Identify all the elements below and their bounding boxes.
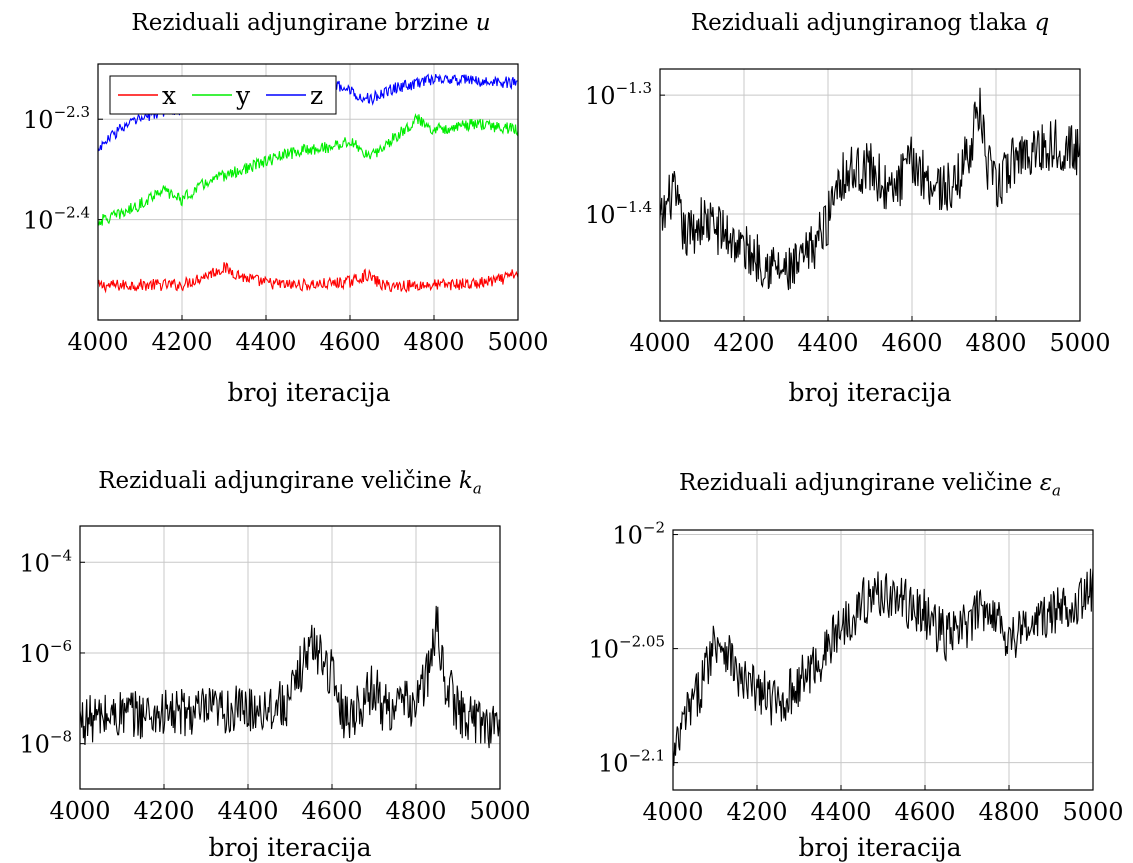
chart-0: 4000 4200 4400 4600 4800 5000 10−2.3 10−2.4 x y z [23,63,549,356]
y-tick-label: 10−6 [19,637,72,668]
x-tick-label: 4400 [217,797,278,825]
chart-title: Reziduali adjungiranog tlaka q [690,10,1050,36]
series-line-x [97,262,519,294]
x-tick-label: 4000 [49,797,110,825]
plot-frame [97,63,519,321]
x-axis-label: broj iteracija [788,378,952,407]
plot-frame [659,68,1081,322]
x-axis-label: broj iteracija [208,833,372,862]
y-tick-label: 10−1.3 [585,79,652,110]
series-line-residual [79,605,501,749]
y-tick-label: 10−1.4 [585,198,652,229]
y-tick-label: 10−8 [19,728,72,759]
x-tick-label: 5000 [469,797,530,825]
legend-label-z: z [310,81,323,110]
chart-title: Reziduali adjungirane veličine εa [679,470,1061,500]
x-tick-label: 4600 [894,798,955,826]
x-tick-label: 4000 [629,329,690,357]
legend-label-x: x [162,81,176,110]
x-tick-label: 4600 [301,797,362,825]
series-line-y [97,112,519,226]
chart-2: 4000 4200 4400 4600 4800 5000 10−4 10−6 10−8 [19,525,531,825]
x-tick-label: 4800 [403,328,464,356]
plot-frame [79,525,501,790]
y-tick-label: 10−2 [612,519,665,550]
y-tick-label: 10−2.3 [23,103,90,134]
x-tick-label: 4200 [713,329,774,357]
x-axis-label: broj iteracija [798,833,962,862]
y-tick-label: 10−2.4 [23,204,90,235]
x-tick-label: 4600 [319,328,380,356]
chart-title: Reziduali adjungirane brzine u [131,10,491,36]
x-tick-label: 5000 [1062,798,1123,826]
plot-frame [672,529,1094,791]
x-tick-label: 4200 [726,798,787,826]
legend-label-y: y [235,81,251,110]
x-tick-label: 4400 [810,798,871,826]
y-tick-label: 10−2.1 [598,747,665,778]
y-tick-label: 10−4 [19,546,72,577]
x-tick-label: 4600 [881,329,942,357]
legend: x y z [109,75,337,115]
x-tick-label: 4200 [151,328,212,356]
x-tick-label: 4200 [133,797,194,825]
y-tick-label: 10−2.05 [588,633,665,664]
x-tick-label: 4800 [385,797,446,825]
chart-3: 4000 4200 4400 4600 4800 5000 10−2 10−2.05 10−2.… [588,519,1123,826]
x-tick-label: 5000 [487,328,548,356]
x-axis-label: broj iteracija [227,378,391,407]
x-tick-label: 4400 [235,328,296,356]
x-tick-label: 4800 [965,329,1026,357]
series-line-residual [659,87,1081,291]
chart-1: 4000 4200 4400 4600 4800 5000 10−1.3 10−1.4 [585,68,1111,357]
x-tick-label: 4800 [978,798,1039,826]
x-tick-label: 4400 [797,329,858,357]
series-line-residual [672,568,1094,766]
x-tick-label: 4000 [642,798,703,826]
x-tick-label: 4000 [67,328,128,356]
chart-title: Reziduali adjungirane veličine ka [98,468,482,498]
x-tick-label: 5000 [1049,329,1110,357]
